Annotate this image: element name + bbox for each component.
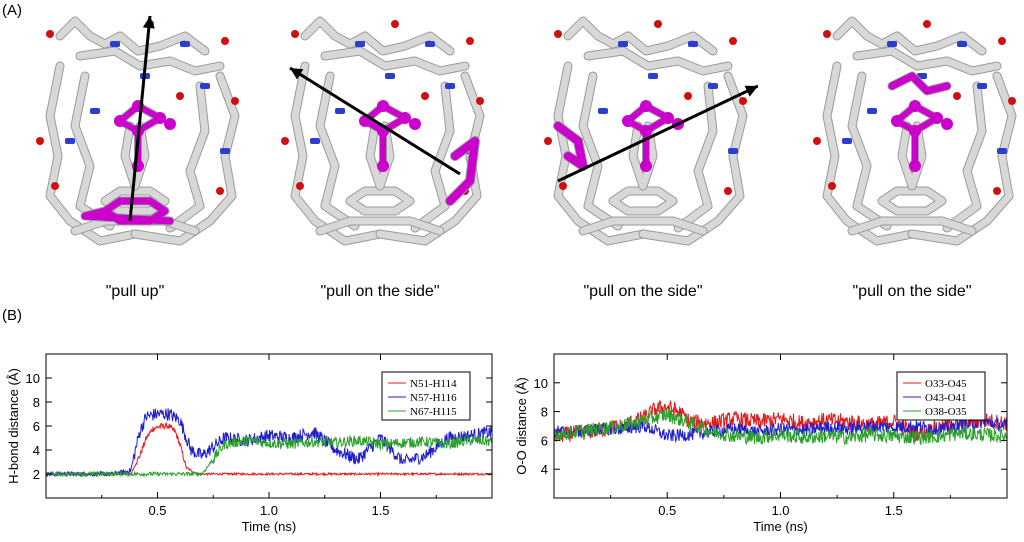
y-tick-label: 4	[541, 462, 548, 477]
x-tick-label: 1.5	[885, 503, 903, 518]
y-tick-label: 8	[541, 405, 548, 420]
pull-direction-arrow	[289, 66, 461, 176]
x-tick-label: 1.5	[371, 503, 389, 518]
molecule-2	[281, 16, 485, 246]
panel-a-label: (A)	[2, 2, 22, 19]
cage-sticks	[36, 16, 240, 246]
molecule-4	[813, 16, 1017, 246]
series-line-n67-h115	[46, 433, 492, 478]
y-tick-label: 2	[33, 467, 40, 482]
y-tick-label: 4	[33, 443, 40, 458]
series-line-o38-o35	[554, 408, 1007, 446]
x-axis-label: Time (ns)	[242, 519, 296, 534]
y-tick-label: 10	[534, 376, 548, 391]
x-axis-label: Time (ns)	[753, 519, 807, 534]
cage-sticks	[281, 16, 485, 246]
series-line-o43-o41	[554, 415, 1007, 444]
y-tick-label: 6	[33, 419, 40, 434]
caption-pull-side-1: "pull on the side"	[320, 283, 440, 300]
x-tick-label: 1.0	[260, 503, 278, 518]
y-axis-label: O-O distance (Å)	[514, 377, 529, 475]
pull-direction-arrow	[557, 84, 758, 183]
pull-direction-arrow	[128, 15, 155, 222]
caption-pull-up: "pull up"	[105, 283, 165, 300]
x-tick-label: 1.0	[771, 503, 789, 518]
legend-box	[896, 371, 986, 421]
legend-entry: O43-O41	[925, 392, 967, 404]
series-line-n51-h114	[46, 422, 492, 477]
molecule-3	[544, 16, 758, 246]
legend-entry: N67-H115	[410, 406, 457, 418]
y-tick-label: 6	[541, 433, 548, 448]
legend-entry: O33-O45	[925, 378, 967, 390]
guest-molecule	[887, 71, 953, 172]
caption-pull-side-3: "pull on the side"	[852, 283, 972, 300]
panel-b-label: (B)	[2, 307, 22, 324]
guest-molecule	[553, 100, 684, 172]
legend-entry: N51-H114	[410, 378, 457, 390]
legend-entry: N57-H116	[410, 392, 457, 404]
molecule-1	[36, 15, 240, 246]
legend-entry: O38-O35	[925, 406, 967, 418]
caption-pull-side-2: "pull on the side"	[583, 283, 703, 300]
x-tick-label: 0.5	[148, 503, 166, 518]
cage-sticks	[544, 16, 748, 246]
x-tick-label: 0.5	[658, 503, 676, 518]
hbond-distance-chart: 0.5 1.0 1.5 2 4 6 8 10 Time (ns) H-bond distance …	[6, 353, 493, 534]
y-axis-label: H-bond distance (Å)	[6, 368, 21, 484]
guest-molecule	[359, 100, 480, 206]
legend-box	[381, 371, 471, 421]
y-tick-label: 10	[26, 371, 40, 386]
oo-distance-chart: 0.5 1.0 1.5 4 6 8 10 Time (ns) O-O distance (Å) O…	[514, 353, 1008, 534]
cage-sticks	[813, 16, 1017, 246]
y-tick-label: 8	[33, 395, 40, 410]
